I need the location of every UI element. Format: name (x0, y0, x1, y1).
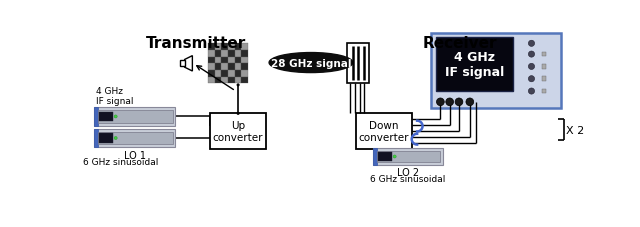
Bar (208, 71, 214, 77)
Bar (94, 108, 98, 126)
Bar (98, 111, 173, 123)
Circle shape (237, 112, 239, 115)
Bar (356, 114, 412, 149)
Text: 4 GHz
IF signal: 4 GHz IF signal (445, 51, 504, 79)
Bar (241, 71, 248, 77)
Bar (221, 77, 228, 84)
Circle shape (436, 99, 444, 106)
Ellipse shape (269, 53, 353, 73)
Bar (436, 38, 513, 92)
Bar (214, 71, 221, 77)
Bar (214, 57, 221, 64)
Bar (241, 77, 248, 84)
Bar (235, 57, 241, 64)
Bar (99, 134, 113, 143)
Bar (221, 51, 228, 57)
Circle shape (529, 52, 534, 58)
Bar (431, 33, 561, 109)
Bar (541, 52, 547, 57)
Bar (235, 77, 241, 84)
Bar (348, 44, 369, 84)
Bar (241, 57, 248, 64)
Bar (235, 51, 241, 57)
Circle shape (529, 76, 534, 82)
Bar (221, 71, 228, 77)
Bar (541, 89, 547, 94)
Circle shape (237, 84, 239, 87)
Bar (541, 65, 547, 69)
Circle shape (529, 89, 534, 95)
Bar (214, 64, 221, 71)
Text: Up
converter: Up converter (213, 121, 263, 142)
Circle shape (446, 99, 454, 106)
Bar (373, 148, 443, 165)
Bar (214, 44, 221, 51)
Bar (180, 61, 184, 67)
Bar (208, 77, 214, 84)
Text: 28 GHz signal: 28 GHz signal (271, 58, 351, 68)
Polygon shape (184, 56, 193, 72)
Bar (373, 148, 377, 165)
Text: LO 2: LO 2 (397, 168, 419, 178)
Circle shape (529, 64, 534, 70)
Text: Transmitter: Transmitter (146, 36, 246, 51)
Bar (241, 44, 248, 51)
Bar (228, 51, 235, 57)
Bar (208, 64, 214, 71)
Bar (208, 51, 214, 57)
Bar (94, 129, 98, 148)
Bar (228, 77, 235, 84)
Bar (235, 64, 241, 71)
Text: 6 GHz sinusoidal: 6 GHz sinusoidal (83, 158, 159, 167)
Bar (99, 112, 113, 121)
Circle shape (455, 99, 463, 106)
Bar (210, 114, 266, 149)
Bar (235, 71, 241, 77)
Bar (235, 44, 241, 51)
Bar (241, 64, 248, 71)
Circle shape (466, 99, 474, 106)
Text: X 2: X 2 (566, 125, 584, 135)
Circle shape (114, 115, 117, 118)
Bar (541, 77, 547, 82)
Bar (378, 153, 392, 161)
Bar (221, 64, 228, 71)
Text: Down
converter: Down converter (358, 121, 409, 142)
Bar (228, 57, 235, 64)
Circle shape (114, 137, 117, 140)
Bar (221, 57, 228, 64)
Bar (228, 64, 235, 71)
Text: 6 GHz sinusoidal: 6 GHz sinusoidal (370, 174, 445, 183)
Bar (94, 108, 175, 126)
Bar (214, 51, 221, 57)
Bar (98, 132, 173, 145)
Text: 4 GHz
IF signal: 4 GHz IF signal (95, 86, 133, 105)
Bar (221, 44, 228, 51)
Bar (377, 151, 440, 163)
Bar (214, 77, 221, 84)
Circle shape (393, 155, 396, 158)
Circle shape (529, 41, 534, 47)
Bar (228, 44, 235, 51)
Bar (228, 71, 235, 77)
Bar (241, 51, 248, 57)
Text: Receiver: Receiver (422, 36, 497, 51)
Bar (208, 44, 214, 51)
Bar (94, 129, 175, 148)
Bar (208, 57, 214, 64)
Text: LO 1: LO 1 (124, 150, 146, 160)
